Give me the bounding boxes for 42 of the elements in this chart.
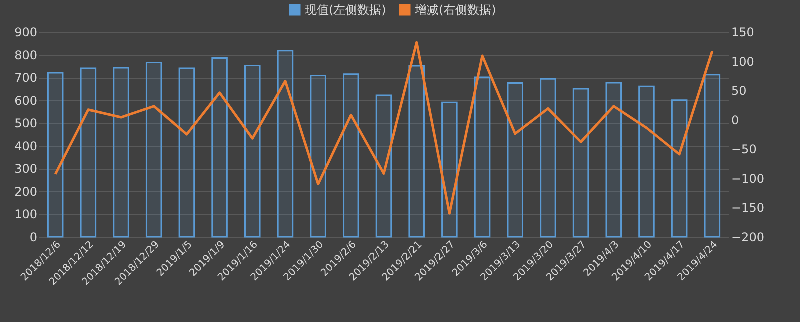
y-tick-label: 500 <box>14 116 38 131</box>
bar <box>442 102 458 238</box>
bar <box>671 100 688 238</box>
bar <box>474 76 491 238</box>
bar <box>277 50 294 238</box>
legend-label: 增减(右侧数据) <box>414 3 496 17</box>
bar <box>80 68 97 238</box>
bar <box>244 64 261 238</box>
bar <box>572 88 590 238</box>
bar <box>178 68 196 238</box>
y2-tick-label: −200 <box>732 230 764 244</box>
bar <box>113 67 130 238</box>
bar <box>507 82 524 238</box>
line-series <box>54 41 714 215</box>
y-tick-label: 700 <box>14 71 38 86</box>
bar <box>343 74 360 238</box>
y2-tick-label: −50 <box>732 142 757 157</box>
bar <box>704 74 721 238</box>
bar <box>310 74 326 238</box>
y-tick-label: 600 <box>14 94 38 108</box>
bar <box>540 78 556 238</box>
y2-tick-label: 0 <box>732 113 740 128</box>
y-tick-label: 100 <box>14 208 38 222</box>
bar <box>638 86 655 238</box>
bar <box>212 57 228 238</box>
y-tick-label: 900 <box>14 26 38 40</box>
y2-tick-label: 100 <box>732 54 754 69</box>
bar <box>606 82 622 238</box>
bar <box>376 94 392 238</box>
y-tick-label: 400 <box>14 139 38 154</box>
y2-tick-label: −150 <box>732 201 764 216</box>
y-tick-label: 800 <box>14 48 38 62</box>
bar <box>47 72 64 238</box>
y2-tick-label: 150 <box>732 26 754 40</box>
bar <box>146 62 162 238</box>
y2-tick-label: 50 <box>732 84 747 98</box>
bar <box>408 65 425 238</box>
y-tick-label: 300 <box>14 162 38 176</box>
y-tick-label: 0 <box>30 230 38 244</box>
y-tick-label: 200 <box>14 184 38 199</box>
y2-tick-label: −100 <box>732 172 764 186</box>
legend-label: 现值(左侧数据) <box>305 3 386 17</box>
